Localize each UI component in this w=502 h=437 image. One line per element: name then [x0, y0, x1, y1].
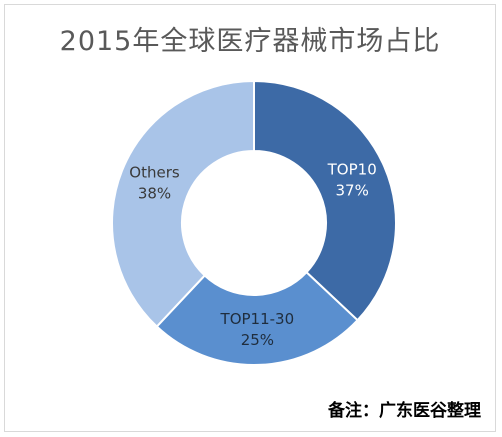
slice-label: Others: [129, 164, 180, 182]
slice-label: TOP10: [327, 161, 377, 179]
slice-percent-label: 38%: [138, 185, 171, 203]
donut-chart: TOP10 37% TOP11-30 25% Others 38%: [110, 79, 397, 366]
donut-slice-top11-30: [155, 270, 359, 366]
chart-title: 2015年全球医疗器械市场占比: [59, 26, 441, 57]
donut-slice-others: [110, 79, 255, 328]
source-note: 备注：广东医谷整理: [328, 401, 481, 421]
slice-percent-label: 25%: [241, 331, 274, 349]
slice-percent-label: 37%: [336, 182, 369, 200]
donut-slice-top10: [253, 79, 397, 322]
chart-frame: 2015年全球医疗器械市场占比 TOP10 37% TOP11-30 25% Other…: [4, 4, 496, 432]
slice-label: TOP11-30: [220, 310, 295, 328]
